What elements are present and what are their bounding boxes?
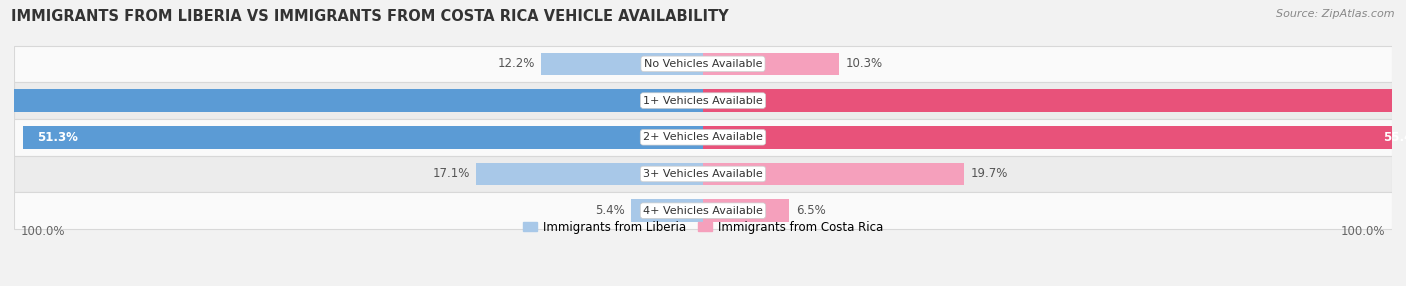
Bar (0, 89, 703, 112)
Text: 17.1%: 17.1% (433, 168, 470, 180)
Bar (14, 156, 1392, 192)
Text: 100.0%: 100.0% (1341, 225, 1385, 239)
Text: 100.0%: 100.0% (21, 225, 65, 239)
Text: 55.4%: 55.4% (1382, 131, 1406, 144)
Legend: Immigrants from Liberia, Immigrants from Costa Rica: Immigrants from Liberia, Immigrants from… (519, 216, 887, 238)
Text: 5.4%: 5.4% (595, 204, 624, 217)
Text: 10.3%: 10.3% (846, 57, 883, 70)
Bar (703, 89, 1406, 112)
Bar (703, 199, 789, 222)
Text: 1+ Vehicles Available: 1+ Vehicles Available (643, 96, 763, 106)
Bar (631, 199, 703, 222)
Bar (703, 53, 839, 75)
Text: 6.5%: 6.5% (796, 204, 825, 217)
Text: 51.3%: 51.3% (37, 131, 77, 144)
Text: Source: ZipAtlas.com: Source: ZipAtlas.com (1277, 9, 1395, 19)
Text: IMMIGRANTS FROM LIBERIA VS IMMIGRANTS FROM COSTA RICA VEHICLE AVAILABILITY: IMMIGRANTS FROM LIBERIA VS IMMIGRANTS FR… (11, 9, 728, 23)
Bar (14, 45, 1392, 82)
Text: 4+ Vehicles Available: 4+ Vehicles Available (643, 206, 763, 216)
Bar (703, 163, 965, 185)
Bar (541, 53, 703, 75)
Text: 12.2%: 12.2% (498, 57, 534, 70)
Bar (14, 192, 1392, 229)
Bar (14, 82, 1392, 119)
Bar (477, 163, 703, 185)
Bar (14, 119, 1392, 156)
Text: 19.7%: 19.7% (970, 168, 1008, 180)
Text: 2+ Vehicles Available: 2+ Vehicles Available (643, 132, 763, 142)
Bar (703, 126, 1406, 149)
Text: No Vehicles Available: No Vehicles Available (644, 59, 762, 69)
Bar (24, 126, 703, 149)
Text: 3+ Vehicles Available: 3+ Vehicles Available (643, 169, 763, 179)
